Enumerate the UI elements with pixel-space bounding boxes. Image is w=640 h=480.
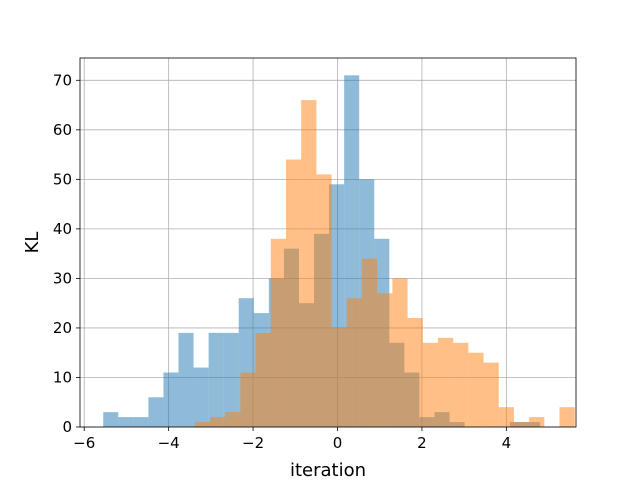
y-tick-label: 40 — [53, 220, 72, 238]
grid-lines — [80, 58, 576, 428]
histogram-bar — [301, 100, 317, 427]
y-tick-label: 60 — [53, 121, 72, 139]
y-tick-label: 20 — [53, 319, 72, 337]
histogram-bar — [377, 293, 393, 427]
histogram-bar — [513, 422, 530, 427]
histogram-bar — [208, 332, 224, 427]
histogram-bar — [331, 327, 347, 427]
x-tick-label: 2 — [417, 434, 427, 452]
x-tick-label: −4 — [158, 434, 180, 452]
histogram-bar — [240, 372, 256, 427]
histogram-bar — [437, 337, 454, 427]
histogram-bar — [346, 298, 362, 427]
histogram-bar — [193, 367, 209, 427]
histogram-bar — [316, 174, 332, 427]
x-tick-label: −2 — [242, 434, 264, 452]
histogram-bar — [407, 318, 423, 427]
histogram-bar — [498, 407, 514, 427]
x-tick-label: 0 — [333, 434, 343, 452]
x-tick-label: 4 — [502, 434, 512, 452]
y-tick-label: 70 — [53, 71, 72, 89]
histogram-bar — [361, 258, 378, 427]
histogram-bars — [103, 75, 575, 427]
x-axis-label: iteration — [290, 460, 366, 480]
histogram-bar — [468, 352, 484, 427]
histogram-bar — [529, 417, 545, 427]
y-tick-label: 50 — [53, 170, 72, 188]
plot-frame — [79, 57, 577, 428]
histogram-bar — [285, 159, 302, 427]
series-1-bars — [194, 100, 575, 427]
histogram-bar — [133, 417, 149, 427]
histogram-bar — [194, 422, 211, 427]
histogram-bar — [148, 397, 164, 427]
histogram-bar — [210, 417, 226, 427]
histogram-bar — [223, 332, 239, 427]
x-tick-label: −6 — [73, 434, 95, 452]
histogram-bar — [270, 238, 286, 427]
histogram-bar — [255, 332, 271, 427]
y-axis-label: KL — [22, 232, 43, 254]
y-axis-ticks: 0 10 20 30 40 50 60 70 — [53, 71, 80, 436]
histogram-bar — [483, 362, 499, 427]
histogram-bar — [118, 417, 134, 427]
x-axis-ticks: −6 −4 −2 0 2 4 — [73, 427, 511, 452]
histogram-bar — [178, 332, 194, 427]
histogram-bar — [225, 412, 241, 427]
histogram-bar — [422, 342, 438, 427]
histogram-bar — [559, 407, 575, 427]
histogram-bar — [103, 412, 119, 427]
y-tick-label: 10 — [53, 368, 72, 386]
histogram-bar — [392, 278, 408, 427]
histogram-bar — [163, 372, 179, 427]
histogram-bar — [453, 342, 469, 427]
y-tick-label: 30 — [53, 269, 72, 287]
y-tick-label: 0 — [62, 418, 72, 436]
